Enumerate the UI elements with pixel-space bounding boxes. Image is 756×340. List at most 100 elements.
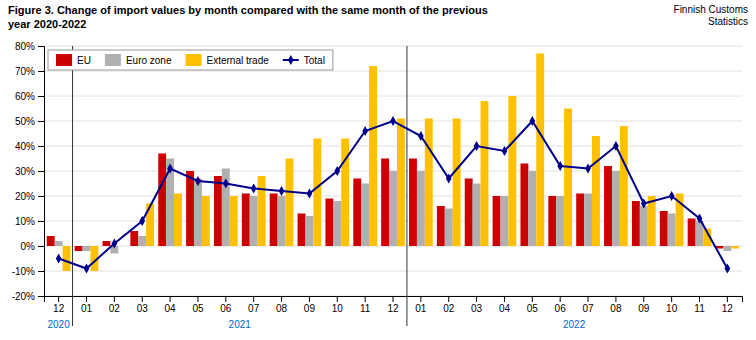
bar-series (63, 54, 740, 272)
bar (731, 246, 739, 249)
x-tick-label: 05 (527, 303, 539, 314)
x-tick-label: 01 (81, 303, 93, 314)
marker (529, 116, 535, 126)
bar (270, 194, 278, 247)
bar (369, 66, 377, 246)
y-tick-label: 10% (15, 216, 35, 227)
x-tick-mark (532, 296, 533, 302)
x-tick-mark (448, 296, 449, 302)
bar (668, 214, 676, 247)
x-tick: 05 (192, 296, 204, 314)
bar (501, 196, 509, 246)
bar (381, 159, 389, 247)
bar (250, 196, 258, 246)
x-tick-mark (170, 296, 171, 302)
x-tick: 08 (276, 296, 288, 314)
bar (640, 206, 648, 246)
title-line: Figure 3. Change of import values by mon… (8, 4, 488, 16)
y-tick: 20% (15, 191, 44, 202)
x-tick-mark (281, 296, 282, 302)
y-tick-label: 60% (15, 91, 35, 102)
x-tick: 01 (81, 296, 93, 314)
grid-line (44, 146, 742, 147)
x-tick: 09 (638, 296, 650, 314)
x-tick-mark (142, 296, 143, 302)
line (59, 121, 728, 269)
x-tick-mark (588, 296, 589, 302)
bar (520, 164, 528, 247)
y-tick: -20% (12, 291, 44, 302)
x-tick: 04 (499, 296, 511, 314)
bar (55, 241, 63, 246)
y-tick-mark (38, 196, 44, 197)
legend-label: Euro zone (126, 55, 172, 66)
x-tick-label: 10 (666, 303, 678, 314)
x-tick-label: 09 (304, 303, 316, 314)
marker (279, 186, 285, 196)
y-tick: 80% (15, 41, 44, 52)
x-tick-label: 07 (582, 303, 594, 314)
source: Finnish CustomsStatistics (674, 4, 748, 27)
title-line: year 2020-2022 (8, 18, 86, 30)
bar (230, 196, 238, 246)
bar (528, 171, 536, 246)
title: Figure 3. Change of import values by mon… (8, 4, 488, 30)
y-tick: 0% (21, 241, 44, 252)
bar (305, 216, 313, 246)
x-tick-mark (114, 296, 115, 302)
marker (446, 174, 452, 184)
bar (83, 246, 91, 251)
marker (502, 146, 508, 156)
x-tick-mark (476, 296, 477, 302)
y-tick-label: 80% (15, 41, 35, 52)
y-tick-mark (38, 96, 44, 97)
y-tick-mark (38, 246, 44, 247)
y-axis: -20%-10%0%10%20%30%40%50%60%70%80% (12, 41, 45, 302)
y-tick: 60% (15, 91, 44, 102)
bar (445, 209, 453, 247)
x-tick-label: 05 (192, 303, 204, 314)
marker (474, 141, 480, 151)
x-tick-mark (615, 296, 616, 302)
x-tick-label: 11 (360, 303, 371, 314)
x-tick-label: 02 (109, 303, 121, 314)
x-tick-label: 02 (443, 303, 455, 314)
line-series (56, 116, 730, 273)
x-tick: 06 (220, 296, 232, 314)
bar (138, 236, 146, 246)
marker (585, 164, 591, 174)
x-tick: 10 (666, 296, 678, 314)
x-tick-label: 03 (137, 303, 149, 314)
bar (202, 196, 210, 246)
x-tick: 12 (53, 296, 65, 314)
bar (604, 166, 612, 246)
year-separator (406, 46, 407, 326)
bar (298, 214, 306, 247)
bar (278, 196, 286, 246)
marker (167, 164, 173, 174)
y-tick: 40% (15, 141, 44, 152)
y-tick-label: 0% (21, 241, 36, 252)
x-tick-label: 01 (415, 303, 427, 314)
x-tick: 05 (527, 296, 539, 314)
marker (725, 264, 731, 274)
x-tick-label: 11 (694, 303, 705, 314)
bar (688, 219, 696, 247)
marker (418, 131, 424, 141)
x-tick-label: 04 (165, 303, 177, 314)
y-tick-label: 20% (15, 191, 35, 202)
y-tick: 10% (15, 216, 44, 227)
marks (47, 54, 739, 274)
bar (584, 194, 592, 247)
x-tick: 12 (722, 296, 734, 314)
y-tick-mark (38, 296, 44, 297)
bar (556, 196, 564, 246)
bar (723, 246, 731, 251)
x-tick-label: 03 (471, 303, 483, 314)
bar (437, 206, 445, 246)
legend-box (48, 50, 333, 70)
y-tick: 50% (15, 116, 44, 127)
bar (118, 246, 126, 247)
x-tick: 07 (582, 296, 594, 314)
legend-label: Total (304, 55, 325, 66)
